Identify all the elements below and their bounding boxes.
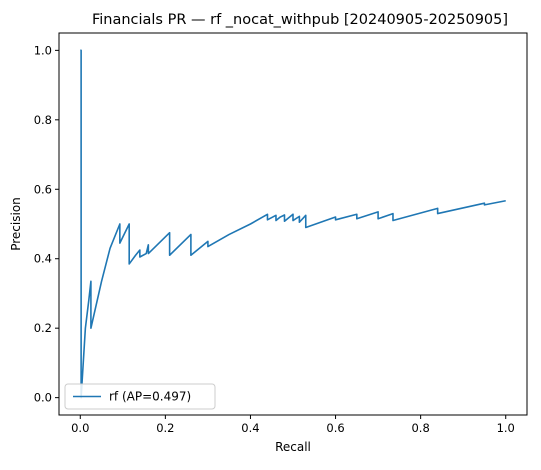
y-tick-label: 0.6 xyxy=(34,182,52,196)
x-tick-label: 1.0 xyxy=(497,421,515,435)
plot-area xyxy=(58,32,528,416)
x-tick-label: 0.8 xyxy=(411,421,429,435)
x-tick-label: 0.6 xyxy=(326,421,344,435)
y-tick-label: 0.8 xyxy=(34,113,52,127)
x-axis-label: Recall xyxy=(275,440,311,454)
series-layer xyxy=(80,49,506,399)
y-axis-label: Precision xyxy=(9,197,23,251)
legend: rf (AP=0.497) xyxy=(64,383,216,410)
y-tick-label: 0.4 xyxy=(34,252,52,266)
y-tick-label: 0.2 xyxy=(34,321,52,335)
y-tick-label: 1.0 xyxy=(34,43,52,57)
y-tick-label: 0.0 xyxy=(34,391,52,405)
x-tick-label: 0.4 xyxy=(241,421,259,435)
y-axis-ticks: 0.0 0.2 0.4 0.6 0.8 1.0 xyxy=(34,43,59,405)
legend-label-rf: rf (AP=0.497) xyxy=(109,390,191,404)
x-tick-label: 0.0 xyxy=(71,421,89,435)
x-axis-ticks: 0.0 0.2 0.4 0.6 0.8 1.0 xyxy=(71,415,515,435)
series-line-rf xyxy=(80,49,506,399)
legend-box xyxy=(64,383,216,410)
chart-title: Financials PR — rf _nocat_withpub [20240… xyxy=(92,12,508,28)
x-tick-label: 0.2 xyxy=(156,421,174,435)
